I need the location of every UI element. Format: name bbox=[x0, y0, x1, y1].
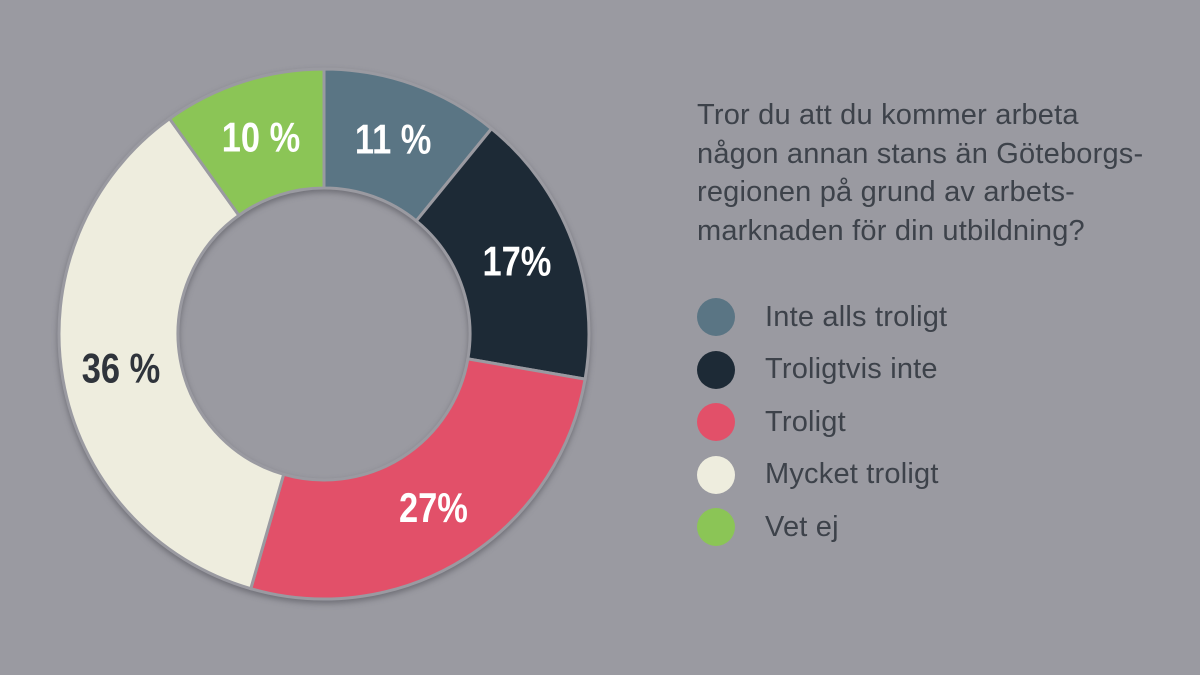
legend-label: Mycket troligt bbox=[765, 458, 939, 490]
question-line-1: Tror du att du kommer arbeta bbox=[697, 99, 1079, 131]
legend-label: Troligt bbox=[765, 405, 846, 438]
slice-value-label-3: 36 % bbox=[82, 346, 160, 393]
chart-text-panel: Tror du att du kommer arbeta någon annan… bbox=[697, 96, 1167, 561]
chart-legend: Inte alls troligt Troligtvis inte Trolig… bbox=[697, 298, 1167, 546]
donut-slice-2 bbox=[248, 357, 587, 601]
donut-slice-1 bbox=[414, 126, 591, 381]
donut-slice-3 bbox=[57, 116, 286, 591]
slice-value-label-0: 11 % bbox=[355, 116, 432, 163]
legend-item: Vet ej bbox=[697, 508, 1167, 546]
legend-swatch-icon bbox=[697, 298, 735, 336]
legend-swatch-icon bbox=[697, 508, 735, 546]
question-line-3: regionen på grund av arbets- bbox=[697, 176, 1076, 208]
legend-swatch-icon bbox=[697, 350, 735, 389]
question-line-2: någon annan stans än Göteborgs- bbox=[697, 137, 1144, 170]
legend-item: Mycket troligt bbox=[697, 455, 1167, 494]
chart-question: Tror du att du kommer arbeta någon annan… bbox=[697, 96, 1167, 250]
slice-value-label-4: 10 % bbox=[222, 114, 300, 161]
legend-label: Inte alls troligt bbox=[765, 300, 948, 333]
legend-swatch-icon bbox=[697, 455, 735, 494]
question-line-4: marknaden för din utbildning? bbox=[697, 214, 1085, 247]
legend-item: Troligt bbox=[697, 403, 1167, 441]
legend-item: Troligtvis inte bbox=[697, 350, 1167, 389]
legend-label: Vet ej bbox=[765, 510, 839, 543]
slice-value-label-2: 27% bbox=[399, 485, 468, 532]
legend-swatch-icon bbox=[697, 403, 735, 441]
legend-item: Inte alls troligt bbox=[697, 298, 1167, 336]
donut-slice-4 bbox=[167, 67, 326, 218]
legend-label: Troligtvis inte bbox=[765, 353, 938, 385]
slice-value-label-1: 17% bbox=[483, 238, 552, 285]
